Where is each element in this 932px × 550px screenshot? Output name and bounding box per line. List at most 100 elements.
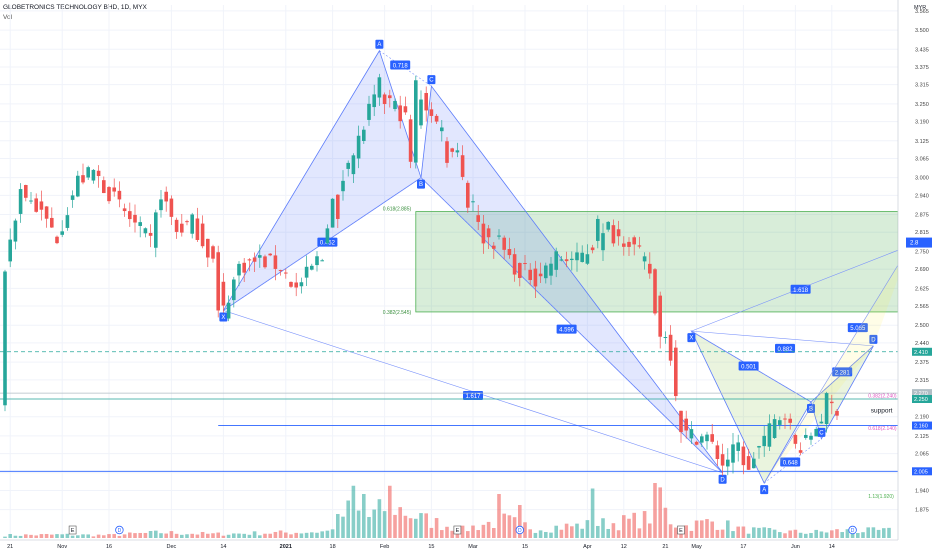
volume-bar — [278, 530, 283, 538]
candle-body — [3, 271, 7, 406]
earnings-marker — [677, 525, 685, 535]
candle-body — [112, 187, 116, 192]
volume-bar — [486, 521, 491, 538]
candle-body — [13, 220, 18, 242]
candle-body — [148, 232, 153, 236]
candle-body — [221, 281, 226, 306]
candle-body — [726, 459, 730, 467]
candle-body — [91, 169, 96, 181]
earnings-marker — [68, 525, 77, 535]
currency-label: MYR — [914, 5, 926, 11]
candle-body — [169, 198, 174, 217]
dividend-marker — [515, 525, 524, 535]
pattern-2-ratio-box — [847, 323, 868, 333]
volume-bars — [3, 483, 891, 538]
candle-body — [408, 119, 413, 162]
candle-body — [154, 212, 158, 248]
volume-bar — [726, 520, 730, 538]
pattern-1-point-label: C — [429, 78, 434, 84]
candle-body — [247, 259, 252, 261]
price-tick: 3.065 — [915, 156, 929, 162]
volume-bar — [190, 533, 194, 538]
time-tick: Dec — [167, 544, 177, 550]
candle-body — [481, 223, 486, 244]
pattern-1-point-C — [427, 75, 436, 85]
candle-body — [289, 281, 293, 287]
candle-body — [273, 255, 278, 269]
candle-body — [122, 208, 127, 212]
volume-bar — [299, 533, 304, 538]
volume-bar — [372, 509, 376, 538]
volume-bar — [512, 517, 517, 538]
candle-body — [549, 263, 553, 276]
candle-body — [580, 252, 584, 262]
candle-body — [258, 255, 262, 258]
candle-body — [492, 245, 496, 249]
candle-body — [24, 185, 28, 198]
candle-body — [590, 247, 595, 251]
volume-bar — [507, 515, 512, 538]
grid-lines — [0, 5, 898, 538]
candle-body — [710, 434, 714, 442]
volume-bar — [195, 534, 200, 538]
volume-bar — [778, 532, 782, 538]
candle-body — [466, 182, 470, 208]
volume-bar — [336, 514, 340, 538]
fib-label: 1.13(1.920) — [868, 494, 894, 500]
candle-body — [746, 456, 751, 470]
price-tick: 2.500 — [915, 323, 929, 329]
volume-bar — [13, 535, 18, 538]
volume-bar — [830, 530, 834, 538]
volume-bar — [206, 533, 210, 538]
volume-bar — [882, 528, 886, 538]
dividend-marker-label: D — [118, 528, 122, 534]
candle-body — [424, 92, 428, 111]
candle-body — [185, 221, 189, 223]
volume-bar — [185, 534, 189, 538]
candle-body — [180, 223, 184, 233]
volume-bar — [455, 532, 460, 538]
volume-bar — [434, 518, 439, 538]
price-tag — [912, 394, 932, 403]
volume-bar — [252, 531, 257, 538]
price-tick: 2.125 — [915, 434, 929, 440]
volume-bar — [653, 483, 657, 538]
volume-bar — [263, 533, 267, 538]
candle-body — [341, 180, 345, 192]
volume-bar — [616, 530, 621, 538]
volume-bar — [502, 513, 506, 538]
volume-bar — [533, 532, 538, 538]
pattern-2-extension — [763, 245, 911, 484]
volume-bar — [564, 523, 569, 538]
candle-body — [679, 410, 683, 433]
volume-bar — [284, 532, 288, 538]
candle-body — [50, 217, 54, 228]
price-tick: 2.940 — [915, 193, 929, 199]
pattern-2-extension — [691, 245, 911, 332]
volume-bar — [154, 530, 158, 538]
pattern-1-ratio-box — [390, 60, 411, 70]
pattern-2-ratio-box — [790, 284, 811, 294]
volume-bar — [663, 507, 668, 538]
candle-body — [585, 254, 590, 264]
candle-body — [138, 222, 142, 226]
volume-bar — [788, 530, 792, 538]
volume-bar — [393, 514, 397, 538]
candle-body — [414, 80, 418, 163]
candle-body — [486, 228, 491, 238]
pattern-2-ratio-box — [775, 343, 795, 353]
volume-bar — [850, 531, 855, 538]
volume-bar — [24, 534, 28, 538]
candle-body — [544, 265, 548, 279]
volume-bar — [549, 532, 553, 538]
candle-body — [393, 100, 397, 110]
chart-title: GLOBETRONICS TECHNOLOGY BHD, 1D, MYX — [3, 4, 147, 11]
candle-body — [835, 410, 839, 416]
candle-body — [174, 219, 179, 232]
candle-body — [81, 175, 85, 183]
candle-body — [190, 214, 194, 234]
volume-bar — [289, 534, 293, 538]
volume-bar — [876, 529, 881, 538]
candle-body — [284, 272, 288, 274]
